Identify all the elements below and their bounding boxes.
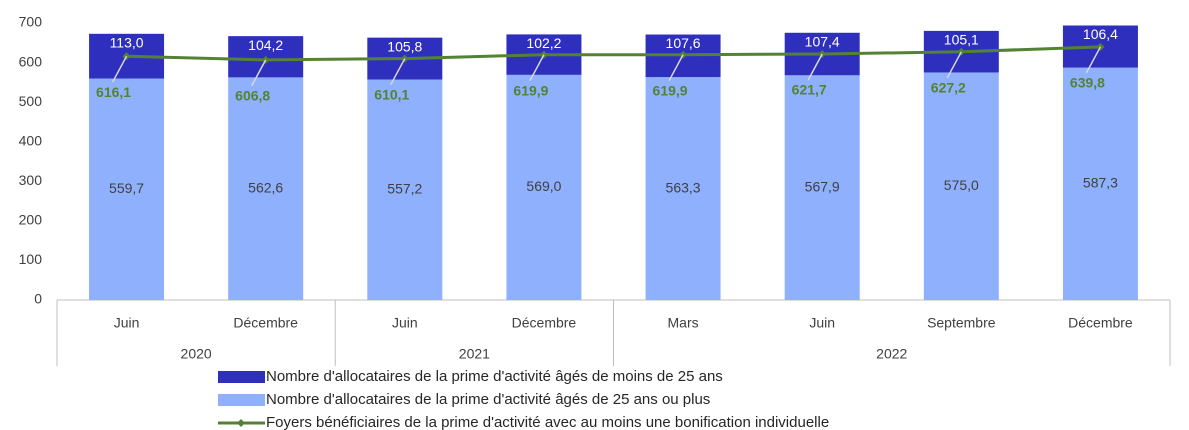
leader-line: [668, 54, 684, 82]
data-label: 563,3: [666, 179, 701, 195]
data-label: 107,4: [805, 33, 840, 49]
leader-line: [807, 53, 823, 81]
line-label: 619,9: [513, 82, 548, 98]
line-label: 621,7: [792, 82, 827, 98]
y-tick-label: 300: [19, 172, 43, 188]
y-tick-label: 100: [19, 251, 43, 267]
leader-line: [251, 59, 267, 87]
data-label: 567,9: [805, 178, 840, 194]
x-tick-label: Décembre: [1068, 315, 1133, 331]
line: [126, 45, 1101, 62]
line-label: 639,8: [1070, 75, 1105, 91]
data-label: 113,0: [110, 35, 144, 51]
group-label: 2020: [181, 346, 212, 362]
bar-segment: [645, 77, 721, 300]
y-tick-label: 400: [19, 132, 43, 148]
bar-segment: [89, 78, 165, 301]
leader-line: [946, 51, 962, 79]
line-label: 606,8: [235, 88, 270, 104]
y-tick-label: 0: [34, 291, 42, 307]
bar-segment: [506, 74, 582, 301]
leader-line: [390, 58, 406, 85]
line-label: 619,9: [653, 82, 688, 98]
data-label: 562,6: [248, 179, 283, 195]
data-label: 559,7: [109, 180, 144, 196]
leader-line: [111, 55, 128, 83]
y-tick-label: 700: [19, 14, 43, 30]
legend-label: Foyers bénéficiaires de la prime d'activ…: [266, 414, 829, 430]
bar-segment: [1062, 67, 1138, 300]
data-label: 575,0: [944, 177, 979, 193]
line-label: 616,1: [96, 84, 131, 100]
y-tick-label: 600: [19, 53, 43, 69]
x-tick-label: Décembre: [512, 315, 577, 331]
x-tick-label: Juin: [809, 315, 835, 331]
bar-segment: [228, 77, 304, 300]
data-label: 557,2: [387, 180, 422, 196]
leader-line: [1085, 46, 1102, 74]
x-tick-label: Septembre: [927, 315, 996, 331]
y-tick-label: 500: [19, 93, 43, 109]
x-tick-label: Juin: [392, 315, 418, 331]
data-label: 569,0: [526, 178, 561, 194]
bar-segment: [367, 79, 443, 301]
legend-marker: [237, 419, 245, 427]
data-label: 105,1: [944, 32, 979, 48]
line-label: 627,2: [931, 80, 966, 96]
legend-marker: [218, 371, 265, 383]
bar-segment: [923, 72, 999, 300]
data-label: 104,2: [248, 37, 283, 53]
group-label: 2021: [459, 346, 490, 362]
line-label: 610,1: [374, 86, 409, 102]
legend-label: Nombre d'allocataires de la prime d'acti…: [266, 368, 723, 385]
group-label: 2022: [876, 346, 907, 362]
data-label: 587,3: [1083, 175, 1118, 191]
data-label: 106,4: [1083, 26, 1118, 42]
data-label: 105,8: [387, 38, 422, 54]
y-tick-label: 200: [19, 212, 43, 228]
leader-line: [529, 54, 545, 82]
x-tick-label: Juin: [114, 315, 140, 331]
data-label: 107,6: [666, 35, 701, 51]
data-label: 102,2: [526, 35, 561, 51]
legend-label: Nombre d'allocataires de la prime d'acti…: [266, 391, 710, 408]
x-tick-label: Mars: [668, 315, 699, 331]
x-tick-label: Décembre: [233, 315, 298, 331]
bar-segment: [784, 75, 860, 300]
legend-marker: [218, 394, 265, 406]
